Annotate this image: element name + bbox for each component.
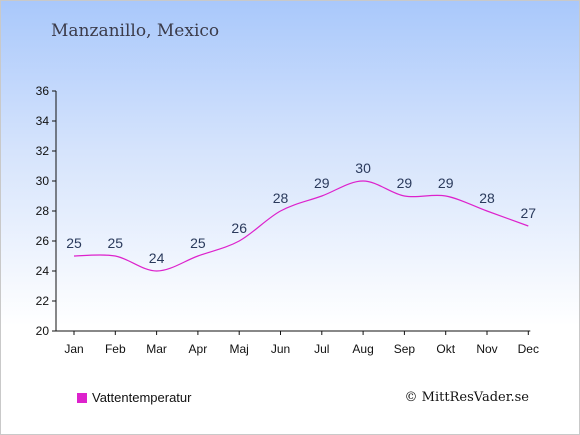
x-tick-label: Apr bbox=[189, 342, 208, 356]
y-tick-label: 28 bbox=[36, 204, 50, 218]
x-tick-label: Mar bbox=[146, 342, 167, 356]
data-label: 28 bbox=[273, 190, 289, 206]
y-tick-label: 36 bbox=[36, 84, 50, 98]
y-tick-label: 26 bbox=[36, 234, 50, 248]
x-tick-label: Jun bbox=[271, 342, 290, 356]
data-label: 25 bbox=[190, 235, 206, 251]
data-labels: 25 25 24 25 26 28 29 30 29 29 28 27 bbox=[66, 160, 536, 266]
credit-text: © MittResVader.se bbox=[404, 390, 529, 405]
chart-title: Manzanillo, Mexico bbox=[51, 21, 220, 41]
series-line bbox=[73, 180, 529, 272]
data-label: 29 bbox=[314, 175, 330, 191]
data-label: 25 bbox=[108, 235, 124, 251]
x-tick-label: Okt bbox=[436, 342, 455, 356]
data-label: 25 bbox=[66, 235, 82, 251]
y-tick-label: 32 bbox=[36, 144, 50, 158]
x-tick-label: Aug bbox=[352, 342, 373, 356]
x-tick-label: Maj bbox=[230, 342, 249, 356]
y-axis-ticks: 20 22 24 26 28 30 32 34 36 bbox=[36, 84, 56, 338]
x-tick-label: Dec bbox=[518, 342, 539, 356]
data-label: 29 bbox=[438, 175, 454, 191]
legend: Vattentemperatur bbox=[77, 390, 191, 405]
data-label: 27 bbox=[521, 205, 537, 221]
legend-swatch bbox=[77, 392, 87, 403]
data-label: 24 bbox=[149, 250, 165, 266]
data-label: 30 bbox=[355, 160, 371, 176]
x-tick-label: Feb bbox=[105, 342, 126, 356]
legend-label: Vattentemperatur bbox=[92, 390, 192, 405]
y-tick-label: 22 bbox=[36, 294, 50, 308]
x-axis-ticks: Jan Feb Mar Apr Maj Jun Jul Aug Sep Okt Nov Dec bbox=[64, 331, 539, 356]
y-tick-label: 34 bbox=[36, 114, 50, 128]
x-tick-label: Jan bbox=[64, 342, 83, 356]
x-tick-label: Nov bbox=[476, 342, 497, 356]
data-label: 26 bbox=[231, 220, 247, 236]
data-label: 28 bbox=[479, 190, 495, 206]
y-tick-label: 24 bbox=[36, 264, 50, 278]
chart-axes bbox=[55, 91, 531, 332]
x-tick-label: Jul bbox=[314, 342, 329, 356]
y-tick-label: 20 bbox=[36, 324, 50, 338]
x-tick-label: Sep bbox=[394, 342, 416, 356]
y-tick-label: 30 bbox=[36, 174, 50, 188]
data-label: 29 bbox=[397, 175, 413, 191]
